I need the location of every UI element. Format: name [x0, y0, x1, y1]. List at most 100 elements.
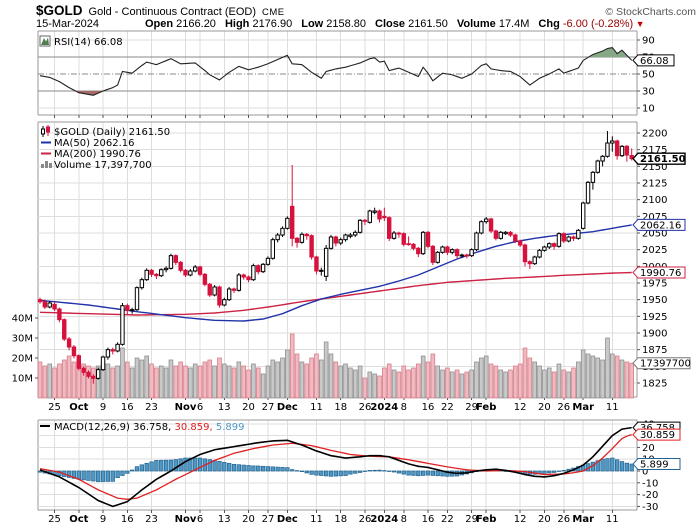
price-axis-label: 1825 — [642, 379, 667, 390]
svg-text:2062.16: 2062.16 — [640, 220, 681, 231]
svg-text:27: 27 — [262, 402, 275, 413]
quote-date: 15-Mar-2024 — [36, 18, 99, 30]
macd-legend-label: MACD(12,26,9) 36.758, 30.859, 5.899 — [54, 422, 244, 433]
macd-panel: 403020100-10-20-30 — [37, 419, 658, 513]
svg-text:Dec: Dec — [277, 402, 298, 413]
svg-text:16: 16 — [422, 402, 435, 413]
rsi-axis-label: 90 — [642, 36, 655, 47]
macd-axis-label: 0 — [642, 467, 648, 478]
rsi-oversold-fill — [75, 91, 104, 96]
quote-row: 15-Mar-2024 Open 2166.20 High 2176.90 Low … — [36, 18, 654, 30]
svg-text:11: 11 — [310, 514, 323, 525]
price-axis-label: 2175 — [642, 145, 667, 156]
price-panel: 1825185018751900192519501975200020252050… — [12, 129, 667, 399]
price-axis-label: 2150 — [642, 162, 667, 173]
svg-text:Oct: Oct — [69, 402, 88, 413]
svg-text:2024: 2024 — [370, 402, 398, 413]
svg-text:11: 11 — [606, 514, 619, 525]
price-axis-label: 2200 — [642, 129, 667, 140]
svg-text:22: 22 — [441, 402, 454, 413]
quote-field-open: Open 2166.20 — [144, 18, 216, 30]
volume-axis-label: 10M — [12, 374, 33, 385]
svg-text:9: 9 — [100, 514, 106, 525]
stockchart-canvas: 9070503010RSI(14) 66.0818251850187519001… — [12, 30, 691, 525]
rsi-panel: 9070503010 — [38, 36, 655, 115]
price-axis-label: 1875 — [642, 345, 667, 356]
svg-text:26: 26 — [557, 402, 570, 413]
price-axis-label: 2075 — [642, 212, 667, 223]
svg-text:20: 20 — [538, 402, 551, 413]
quote-field-chg: Chg -6.00 (-0.28%) ▼ — [538, 18, 645, 30]
volume-axis-label: 20M — [12, 354, 33, 365]
ma50-legend-label: MA(50) 2062.16 — [54, 138, 135, 149]
macd-signal-line — [39, 433, 632, 500]
volume-series — [37, 333, 634, 399]
svg-text:18: 18 — [334, 514, 347, 525]
svg-text:29: 29 — [465, 402, 478, 413]
axes — [37, 30, 638, 513]
svg-text:Mar: Mar — [572, 514, 594, 525]
price-axis-label: 2025 — [642, 245, 667, 256]
price-axis-label: 1925 — [642, 312, 667, 323]
ma200-line — [39, 271, 632, 316]
svg-text:26: 26 — [557, 514, 570, 525]
macd-line — [39, 426, 632, 508]
macd-axis-label: -20 — [642, 490, 658, 501]
price-axis-label: 2125 — [642, 179, 667, 190]
svg-text:8: 8 — [401, 514, 407, 525]
ma50-line — [39, 224, 632, 322]
svg-text:66.08: 66.08 — [640, 56, 669, 67]
rsi-overbought-fill — [283, 47, 629, 57]
rsi-legend: RSI(14) 66.08 — [39, 35, 123, 48]
macd-hist-value-box: 5.899 — [632, 458, 681, 471]
svg-text:5.899: 5.899 — [640, 460, 669, 471]
svg-text:23: 23 — [145, 514, 158, 525]
svg-text:18: 18 — [334, 402, 347, 413]
svg-text:16: 16 — [121, 402, 134, 413]
svg-text:Dec: Dec — [277, 514, 298, 525]
grid — [54, 31, 613, 510]
svg-text:2024: 2024 — [370, 514, 398, 525]
svg-text:Mar: Mar — [572, 402, 594, 413]
svg-text:8: 8 — [401, 402, 407, 413]
svg-text:13: 13 — [218, 402, 231, 413]
svg-text:Nov: Nov — [175, 402, 197, 413]
price-axis-label: 1975 — [642, 279, 667, 290]
svg-text:11: 11 — [606, 402, 619, 413]
svg-text:25: 25 — [48, 514, 61, 525]
rsi-axis-label: 50 — [642, 70, 655, 81]
svg-text:Feb: Feb — [476, 514, 496, 525]
quote-fields: Open 2166.20 High 2176.90 Low 2158.80 Close… — [145, 18, 654, 30]
svg-text:9: 9 — [100, 402, 106, 413]
quote-field-high: High 2176.90 — [224, 18, 293, 30]
rsi-legend-label: RSI(14) 66.08 — [54, 37, 123, 48]
svg-text:11: 11 — [310, 402, 323, 413]
quote-field-close: Close 2161.50 — [375, 18, 448, 30]
macd-axis-label: -30 — [642, 502, 658, 513]
copyright: © StockCharts.com — [605, 6, 696, 18]
svg-text:12: 12 — [514, 514, 527, 525]
rsi-value-box: 66.08 — [632, 54, 675, 67]
exchange-label: CME — [262, 7, 285, 18]
quote-field-volume: Volume 17.4M — [456, 18, 530, 30]
svg-text:26: 26 — [359, 514, 372, 525]
rsi-line — [39, 47, 633, 96]
ma200-legend-label: MA(200) 1990.76 — [54, 149, 141, 160]
svg-text:25: 25 — [48, 402, 61, 413]
svg-text:26: 26 — [359, 402, 372, 413]
quote-field-low: Low 2158.80 — [301, 18, 367, 30]
rsi-axis-label: 30 — [642, 87, 655, 98]
svg-text:12: 12 — [514, 402, 527, 413]
svg-text:30.859: 30.859 — [640, 430, 675, 441]
rsi-area-icon — [41, 37, 49, 45]
volume-value-box: 17397700 — [632, 357, 691, 370]
ma50-value-box: 2062.16 — [632, 218, 686, 231]
svg-text:16: 16 — [422, 514, 435, 525]
svg-text:27: 27 — [262, 514, 275, 525]
macd-axis-label: 20 — [642, 443, 655, 454]
svg-text:Oct: Oct — [69, 514, 88, 525]
svg-text:6: 6 — [197, 514, 203, 525]
price-axis-label: 1950 — [642, 295, 667, 306]
